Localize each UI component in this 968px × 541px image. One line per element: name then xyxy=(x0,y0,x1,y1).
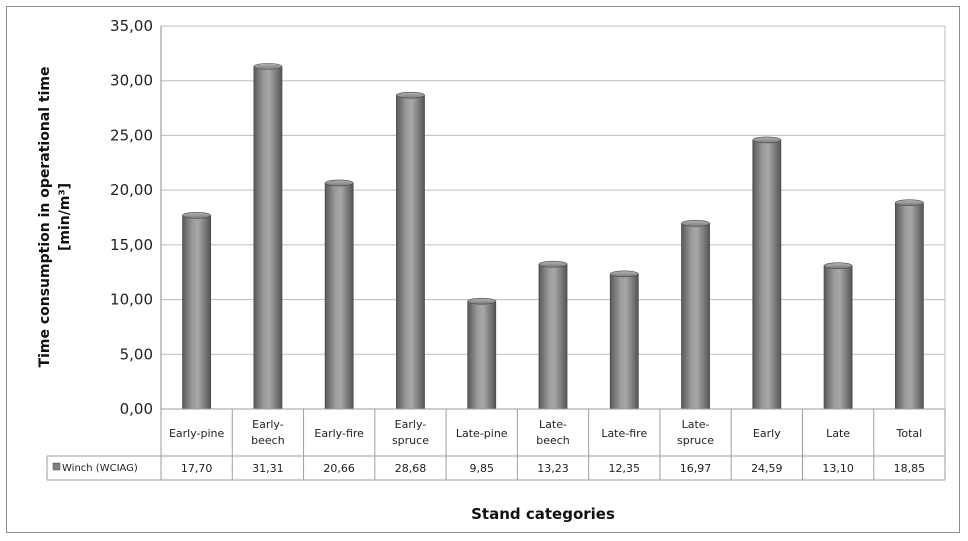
bar-cap xyxy=(253,63,283,70)
category-label: Early-pine xyxy=(169,427,225,440)
bar xyxy=(467,300,497,410)
bar-cap xyxy=(823,262,853,269)
bar-cap xyxy=(609,270,639,278)
axis-labels: Time consumption in operational time [mi… xyxy=(37,67,615,523)
y-tick-label: 5,00 xyxy=(120,345,153,363)
bar-cap xyxy=(895,199,924,207)
y-tick-label: 15,00 xyxy=(110,236,153,254)
category-label: Early-fire xyxy=(314,427,364,440)
data-table: Early-pine Early-beech Early-fire Early-spr… xyxy=(46,408,946,481)
category-label: spruce xyxy=(677,434,714,447)
bar-cap xyxy=(182,212,211,219)
legend-label: Winch (WCIAG) xyxy=(62,463,138,474)
data-value-label: 31,31 xyxy=(252,462,284,475)
bar xyxy=(752,139,782,410)
category-label: Late xyxy=(826,427,850,440)
bar xyxy=(253,65,283,410)
y-axis-title-line1: Time consumption in operational time xyxy=(37,67,53,368)
bar-cap xyxy=(396,91,425,99)
category-label: Early- xyxy=(395,418,427,431)
y-tick-label: 20,00 xyxy=(110,181,153,199)
y-axis-title-line2: [min/m³] xyxy=(57,183,73,251)
bar xyxy=(823,265,853,410)
bars xyxy=(182,63,924,410)
bar xyxy=(894,202,924,410)
data-value-label: 13,10 xyxy=(822,462,854,475)
bar-cap xyxy=(681,219,710,227)
data-value-label: 13,23 xyxy=(537,462,569,475)
y-tick-label: 35,00 xyxy=(110,17,153,35)
category-label: Early- xyxy=(252,418,284,431)
x-axis-title: Stand categories xyxy=(471,505,615,523)
category-label: Late- xyxy=(682,418,710,431)
y-tick-label: 0,00 xyxy=(120,400,153,418)
data-value-label: 16,97 xyxy=(680,462,712,475)
category-label: beech xyxy=(536,434,570,447)
bar-cap xyxy=(752,136,782,144)
chart-frame xyxy=(6,6,960,533)
data-value-label: 28,68 xyxy=(395,462,427,475)
legend-swatch xyxy=(52,462,61,471)
bar-cap xyxy=(538,260,568,268)
data-value-label: 24,59 xyxy=(751,462,783,475)
bar xyxy=(324,182,354,410)
y-tick-label: 25,00 xyxy=(110,126,153,144)
category-label: Late-fire xyxy=(601,427,647,440)
data-value-label: 9,85 xyxy=(469,462,494,475)
y-tick-label: 10,00 xyxy=(110,291,153,309)
data-value-label: 20,66 xyxy=(323,462,355,475)
category-label: spruce xyxy=(392,434,429,447)
bar xyxy=(396,94,425,410)
bar xyxy=(538,263,568,410)
bar xyxy=(681,222,710,410)
data-value-label: 18,85 xyxy=(894,462,926,475)
category-label: Early xyxy=(753,427,781,440)
category-label: beech xyxy=(251,434,285,447)
y-axis-ticks: 0,00 5,00 10,00 15,00 20,00 25,00 30,00 35,00 xyxy=(110,17,153,418)
y-tick-label: 30,00 xyxy=(110,72,153,90)
data-value-label: 17,70 xyxy=(181,462,213,475)
bar xyxy=(182,214,212,410)
category-label: Total xyxy=(896,427,923,440)
bar xyxy=(609,273,639,410)
bar-cap xyxy=(467,297,497,305)
data-value-label: 12,35 xyxy=(609,462,641,475)
category-label: Late- xyxy=(539,418,567,431)
category-label: Late-pine xyxy=(456,427,508,440)
bar-cap xyxy=(324,179,354,187)
